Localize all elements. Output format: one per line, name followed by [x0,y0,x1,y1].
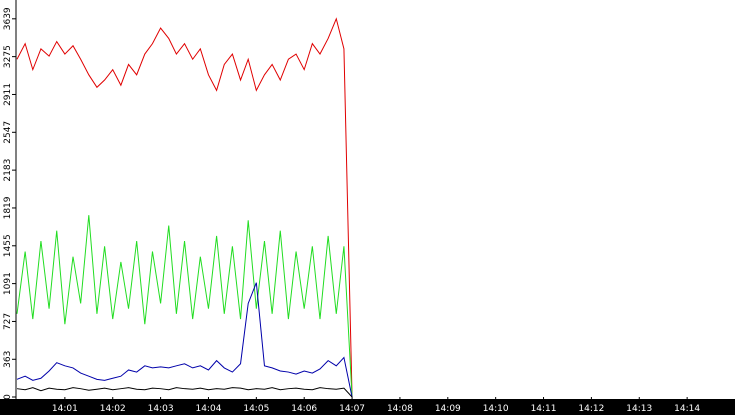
x-tick-label: 14:11 [531,404,557,414]
x-axis-band [0,399,735,415]
x-tick-label: 14:06 [291,404,317,414]
y-tick-label: 3639 [3,7,13,30]
y-tick-label: 363 [3,351,13,368]
y-tick-label: 1455 [3,234,13,257]
y-tick-label: 727 [3,313,13,330]
series-line [16,215,353,398]
y-tick-label: 0 [3,394,13,400]
y-tick-label: 2911 [3,83,13,106]
x-tick-label: 14:04 [195,404,221,414]
x-tick-label: 14:09 [435,404,461,414]
x-tick-label: 14:03 [148,404,174,414]
x-tick-label: 14:10 [483,404,509,414]
x-tick-label: 14:12 [578,404,604,414]
series-line [16,387,353,398]
x-tick-label: 14:07 [339,404,365,414]
x-tick-label: 14:05 [243,404,269,414]
x-tick-label: 14:02 [100,404,126,414]
y-tick-label: 1091 [3,272,13,295]
y-tick-label: 3275 [3,45,13,68]
x-tick-label: 14:13 [626,404,652,414]
series-line [16,17,353,398]
x-tick-label: 14:01 [52,404,78,414]
x-tick-label: 14:08 [387,404,413,414]
y-tick-label: 1819 [3,196,13,219]
y-tick-label: 2183 [3,159,13,182]
series-line [16,282,353,398]
x-tick-label: 14:14 [674,404,700,414]
y-tick-label: 2547 [3,121,13,144]
